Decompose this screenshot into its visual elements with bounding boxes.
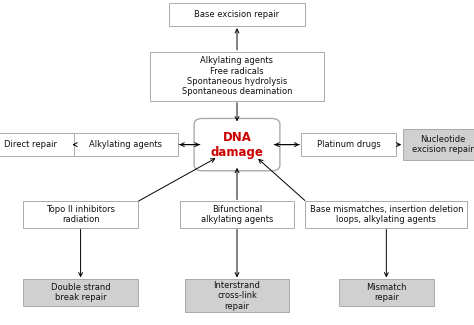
Text: Mismatch
repair: Mismatch repair: [366, 283, 407, 302]
FancyBboxPatch shape: [194, 118, 280, 171]
FancyBboxPatch shape: [305, 201, 467, 228]
Text: Base mismatches, insertion deletion
loops, alkylating agents: Base mismatches, insertion deletion loop…: [310, 205, 463, 224]
Text: Alkylating agents
Free radicals
Spontaneous hydrolysis
Spontaneous deamination: Alkylating agents Free radicals Spontane…: [182, 56, 292, 97]
Text: Interstrand
cross-link
repair: Interstrand cross-link repair: [214, 281, 260, 311]
Text: Double strand
break repair: Double strand break repair: [51, 283, 110, 302]
FancyBboxPatch shape: [180, 201, 294, 228]
Text: Direct repair: Direct repair: [4, 140, 57, 149]
Text: Base excision repair: Base excision repair: [194, 10, 280, 19]
FancyBboxPatch shape: [0, 133, 73, 156]
FancyBboxPatch shape: [185, 279, 289, 312]
Text: Nucleotide
excision repair: Nucleotide excision repair: [412, 135, 474, 154]
FancyBboxPatch shape: [24, 279, 137, 306]
Text: Platinum drugs: Platinum drugs: [317, 140, 380, 149]
FancyBboxPatch shape: [24, 201, 137, 228]
FancyBboxPatch shape: [73, 133, 178, 156]
FancyBboxPatch shape: [301, 133, 396, 156]
Text: Topo II inhibitors
radiation: Topo II inhibitors radiation: [46, 205, 115, 224]
Text: DNA
damage: DNA damage: [210, 131, 264, 159]
Text: Bifunctional
alkylating agents: Bifunctional alkylating agents: [201, 205, 273, 224]
Text: Alkylating agents: Alkylating agents: [89, 140, 162, 149]
FancyBboxPatch shape: [338, 279, 434, 306]
FancyBboxPatch shape: [169, 3, 305, 26]
FancyBboxPatch shape: [402, 129, 474, 160]
FancyBboxPatch shape: [150, 52, 324, 101]
